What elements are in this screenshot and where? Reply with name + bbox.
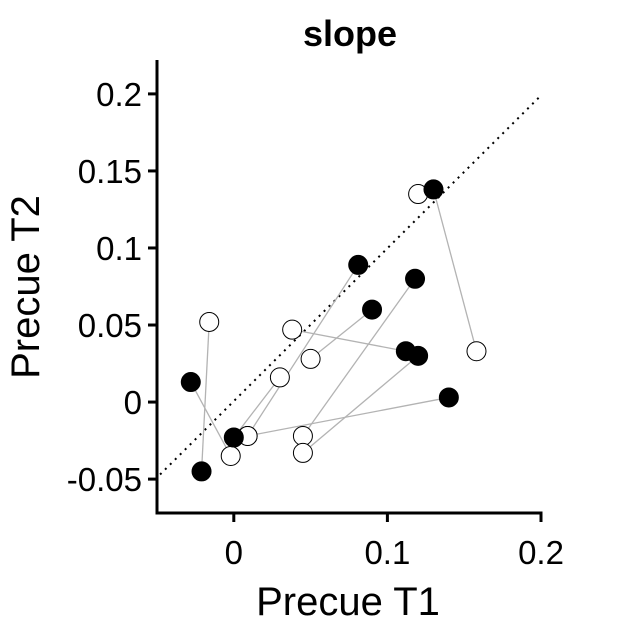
filled-point [362,299,383,320]
x-axis-label: Precue T1 [256,580,440,624]
pair-connector [233,377,281,438]
open-point [199,311,220,332]
open-point [300,348,321,369]
y-axis-label: Precue T2 [4,195,48,379]
open-point [292,425,313,446]
filled-point [223,427,244,448]
y-tick-label: -0.05 [67,461,142,498]
marker-layer [180,179,487,482]
pair-connector [310,309,373,360]
axes: 0 0.1 0.2 -0.05 0 0.05 0.1 0.15 0.2 [67,60,564,571]
open-point [282,319,303,340]
filled-point [408,345,429,366]
filled-point [348,254,369,275]
identity-line-layer [159,94,542,476]
pair-connector [302,355,419,454]
x-tick-label: 0 [225,534,243,571]
identity-line [159,94,542,476]
filled-point [180,372,201,393]
pair-connector [302,278,416,437]
filled-point [423,179,444,200]
x-tick-label: 0.2 [518,534,564,571]
y-tick-label: 0.2 [96,76,142,113]
open-point [292,442,313,463]
y-tick-label: 0 [124,384,142,421]
y-tick-label: 0.15 [78,153,142,190]
filled-point [405,268,426,289]
filled-point [191,461,212,482]
filled-point [438,387,459,408]
pair-connector [247,264,359,437]
pair-connector [292,329,406,352]
x-tick-label: 0.1 [364,534,410,571]
y-tick-label: 0.05 [78,307,142,344]
chart-title: slope [303,13,397,54]
connector-layer [190,188,478,472]
pair-connector [190,381,232,457]
open-point [269,367,290,388]
open-point [220,445,241,466]
y-tick-label: 0.1 [96,230,142,267]
pair-connector [247,396,449,437]
open-point [466,341,487,362]
pair-connector [432,189,478,352]
pair-connector [200,321,210,472]
